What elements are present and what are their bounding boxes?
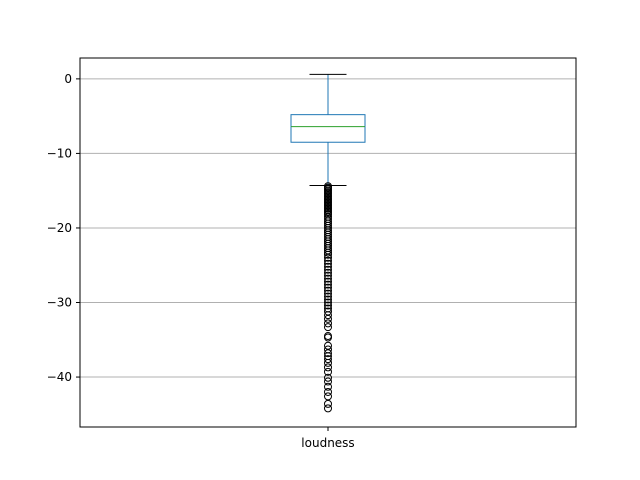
- outlier-point: [324, 301, 332, 310]
- outlier-point: [324, 268, 332, 277]
- outlier-point: [324, 382, 332, 391]
- y-tick-label: −10: [47, 146, 72, 160]
- outlier-point: [324, 373, 332, 382]
- outlier-point: [324, 358, 332, 367]
- outlier-point: [324, 387, 332, 396]
- y-tick-label: −20: [47, 221, 72, 235]
- outlier-point: [324, 319, 332, 328]
- y-tick-label: 0: [64, 72, 72, 86]
- outlier-point: [324, 314, 332, 323]
- outlier-point: [324, 286, 332, 295]
- x-tick-label: loudness: [301, 436, 354, 450]
- outlier-point: [324, 333, 332, 342]
- outlier-point: [324, 265, 332, 274]
- outlier-point: [324, 349, 332, 358]
- outlier-point: [324, 323, 332, 332]
- outlier-point: [324, 295, 332, 304]
- outlier-point: [324, 355, 332, 364]
- outlier-point: [324, 363, 332, 372]
- outlier-point: [324, 271, 332, 280]
- outlier-point: [324, 292, 332, 301]
- outlier-point: [324, 404, 332, 413]
- iqr-box: [290, 114, 366, 143]
- y-tick-label: −30: [47, 296, 72, 310]
- outlier-point: [324, 377, 332, 386]
- outlier-point: [324, 277, 332, 286]
- outlier-point: [324, 250, 332, 259]
- outlier-point: [324, 280, 332, 289]
- outlier-point: [324, 262, 332, 271]
- outlier-point: [324, 367, 332, 376]
- axis-layer: 0 −10 −20 −30 −40 loudness: [47, 72, 355, 450]
- outlier-point: [324, 399, 332, 408]
- outlier-point: [324, 311, 332, 320]
- plot-layer: [290, 73, 366, 413]
- outlier-point: [324, 256, 332, 265]
- outlier-point: [324, 259, 332, 268]
- y-tick-label: −40: [47, 370, 72, 384]
- outlier-point: [324, 253, 332, 262]
- outlier-point: [324, 298, 332, 307]
- outlier-point: [324, 248, 332, 257]
- grid-layer: [80, 78, 576, 378]
- outlier-point: [324, 274, 332, 283]
- outlier-point: [324, 283, 332, 292]
- outlier-point: [324, 289, 332, 298]
